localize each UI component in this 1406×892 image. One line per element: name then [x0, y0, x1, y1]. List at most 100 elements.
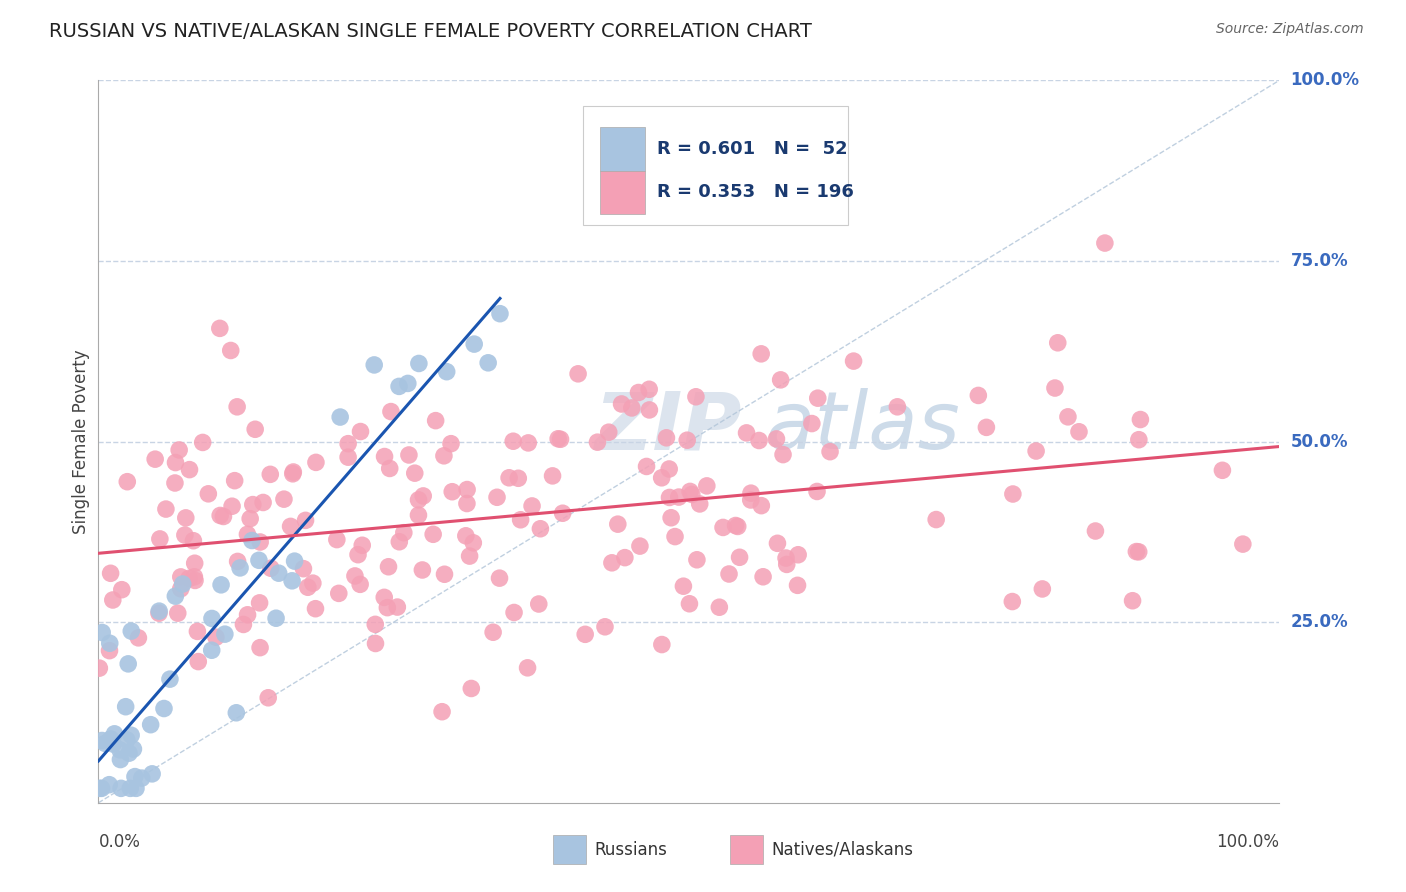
Point	[337, 436, 360, 450]
Point	[502, 434, 524, 449]
Point	[148, 604, 170, 618]
Point	[284, 554, 307, 568]
Point	[547, 432, 569, 446]
Point	[1043, 381, 1066, 395]
Point	[482, 625, 505, 640]
FancyBboxPatch shape	[600, 170, 645, 214]
Point	[94, 736, 117, 750]
Point	[711, 520, 734, 534]
Point	[664, 530, 686, 544]
Point	[229, 561, 252, 575]
Point	[226, 400, 249, 414]
Point	[775, 551, 797, 566]
Point	[728, 550, 751, 565]
Point	[1122, 593, 1144, 607]
Point	[1001, 487, 1024, 501]
Point	[153, 701, 176, 715]
Point	[488, 571, 510, 585]
Point	[1067, 425, 1090, 439]
Point	[264, 611, 287, 625]
Point	[456, 483, 478, 497]
Point	[567, 367, 589, 381]
Point	[411, 563, 433, 577]
Point	[297, 580, 319, 594]
Point	[422, 527, 444, 541]
Point	[404, 466, 426, 480]
Point	[551, 506, 574, 520]
FancyBboxPatch shape	[730, 835, 763, 864]
Point	[120, 624, 142, 639]
Point	[658, 491, 681, 505]
Point	[658, 462, 681, 476]
Point	[520, 499, 543, 513]
Point	[807, 391, 830, 405]
Point	[209, 578, 232, 592]
Point	[388, 534, 411, 549]
Point	[766, 536, 789, 550]
Point	[1031, 582, 1053, 596]
Point	[396, 376, 419, 391]
Point	[183, 556, 205, 570]
Point	[509, 513, 531, 527]
Point	[236, 607, 259, 622]
Point	[408, 356, 430, 370]
Point	[364, 636, 387, 650]
Point	[425, 414, 447, 428]
Point	[628, 539, 651, 553]
Point	[89, 781, 111, 796]
Point	[374, 450, 396, 464]
Point	[925, 512, 948, 526]
Point	[676, 433, 699, 447]
Point	[477, 356, 499, 370]
Point	[1094, 235, 1116, 250]
Text: 100.0%: 100.0%	[1291, 71, 1360, 89]
Point	[686, 553, 709, 567]
Point	[127, 631, 149, 645]
Point	[735, 425, 758, 440]
Point	[503, 606, 526, 620]
Point	[273, 492, 295, 507]
Point	[249, 535, 271, 549]
Point	[155, 502, 177, 516]
Point	[463, 536, 485, 550]
Text: Russians: Russians	[595, 841, 668, 859]
Point	[173, 528, 195, 542]
Point	[281, 467, 304, 481]
Point	[550, 432, 572, 446]
Point	[1001, 594, 1024, 608]
Point	[1211, 463, 1233, 477]
Point	[120, 728, 142, 742]
Point	[224, 474, 246, 488]
Point	[349, 425, 371, 439]
Point	[776, 558, 799, 572]
Point	[120, 781, 142, 796]
Point	[387, 600, 409, 615]
Point	[159, 672, 181, 686]
Point	[1129, 412, 1152, 426]
Point	[818, 444, 841, 458]
Point	[727, 519, 749, 533]
Point	[143, 452, 166, 467]
Point	[364, 617, 387, 632]
Point	[689, 497, 711, 511]
Point	[108, 743, 131, 757]
Point	[186, 624, 208, 639]
Text: 75.0%: 75.0%	[1291, 252, 1348, 270]
Point	[1128, 545, 1150, 559]
Point	[800, 417, 823, 431]
Point	[187, 655, 209, 669]
Point	[659, 510, 682, 524]
FancyBboxPatch shape	[582, 105, 848, 225]
Point	[122, 742, 145, 756]
Point	[179, 462, 201, 476]
Point	[541, 468, 564, 483]
Point	[485, 490, 508, 504]
Point	[103, 737, 125, 751]
Point	[433, 449, 456, 463]
Point	[148, 606, 170, 620]
Point	[349, 577, 371, 591]
Point	[252, 495, 274, 509]
Point	[118, 746, 141, 760]
Point	[225, 706, 247, 720]
Point	[516, 661, 538, 675]
